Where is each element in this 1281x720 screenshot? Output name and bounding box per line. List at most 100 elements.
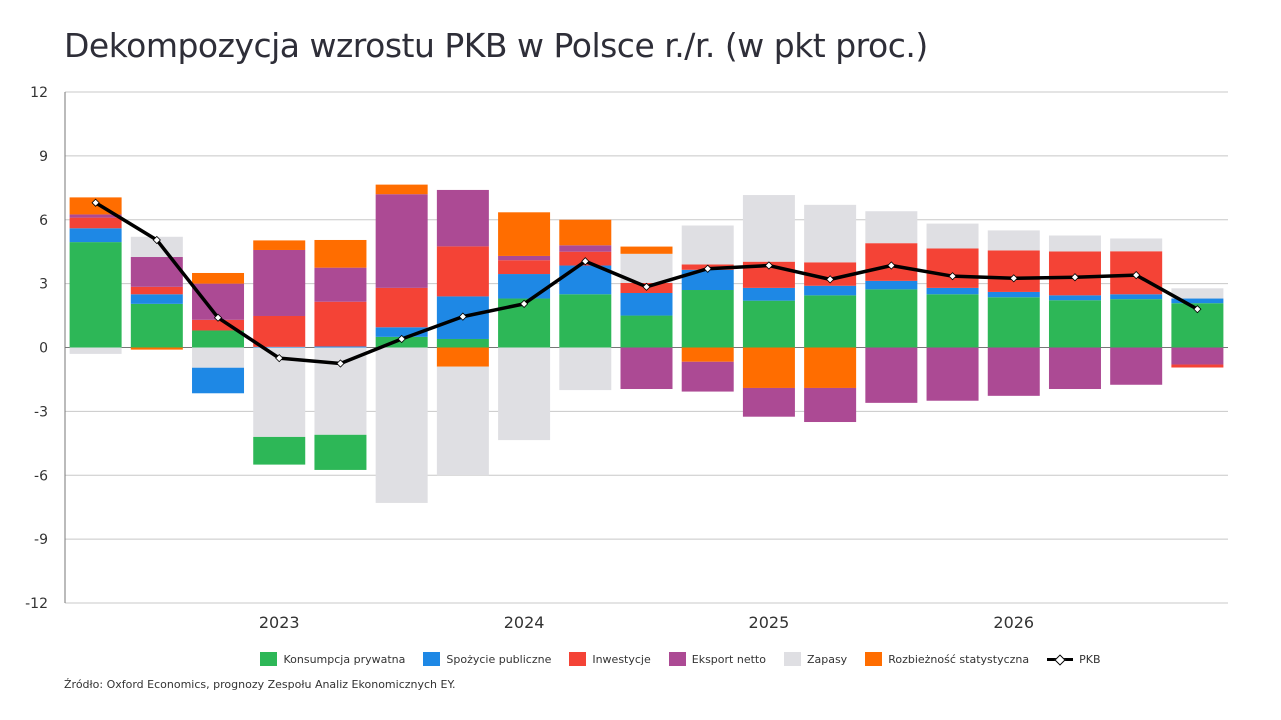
chart-title: Dekompozycja wzrostu PKB w Polsce r./r. … (64, 26, 928, 65)
bar-segment (375, 327, 428, 337)
bar-segment (926, 294, 979, 348)
bar-segment (69, 347, 122, 354)
bar-segment (1110, 347, 1163, 385)
bar-segment (375, 194, 428, 288)
pkb-point (764, 261, 774, 270)
y-tick-label: 0 (39, 341, 48, 357)
x-tick-label: 2024 (504, 613, 545, 632)
bar-segment (69, 228, 122, 243)
pkb-point (397, 334, 406, 344)
y-tick-label: -12 (25, 596, 48, 612)
bar-segment (987, 250, 1040, 292)
bar-segment (314, 239, 367, 268)
bar-segment (559, 347, 612, 391)
legend-swatch (668, 652, 686, 666)
bar-segment (865, 289, 918, 348)
bar-segment (253, 346, 306, 348)
bar-segment (1048, 235, 1101, 252)
bar-segment (314, 301, 367, 347)
legend-item: Zapasy (783, 652, 847, 666)
legend-item: Eksport netto (668, 652, 766, 666)
x-tick-label: 2026 (993, 613, 1034, 632)
bar-segment (253, 436, 306, 465)
legend-swatch (865, 652, 883, 666)
bar-segment (130, 286, 183, 295)
y-tick-label: 6 (39, 213, 48, 229)
pkb-point (1193, 305, 1202, 314)
bar-segment (253, 315, 306, 347)
legend-label: Rozbieżność statystyczna (888, 652, 1030, 666)
legend-item: Konsumpcja prywatna (260, 652, 405, 666)
y-tick-label: 9 (39, 149, 48, 165)
bar-segment (987, 297, 1040, 348)
bar-segment (1048, 300, 1101, 348)
legend-swatch (260, 652, 278, 666)
bar-segment (559, 219, 612, 246)
bar-segment (253, 347, 306, 437)
legend-swatch (569, 652, 587, 666)
legend-item: Rozbieżność statystyczna (865, 652, 1029, 666)
bar-segment (130, 236, 183, 258)
bar-segment (804, 295, 857, 348)
bar-segment (1171, 347, 1224, 365)
pkb-point (826, 275, 835, 284)
bar-segment (436, 347, 489, 367)
bar-segment (1048, 347, 1101, 390)
y-tick-label: -6 (34, 468, 48, 484)
bar-segment (987, 347, 1040, 396)
bar-segment (436, 246, 489, 297)
bar-segment (681, 347, 734, 362)
bar-segment (498, 255, 551, 261)
bar-segment (926, 347, 979, 401)
bar-segment (620, 292, 673, 316)
pkb-point (948, 272, 957, 281)
bar-segment (498, 260, 551, 275)
legend-item: Spożycie publiczne (423, 652, 551, 666)
bar-segment (987, 291, 1040, 298)
bar-segment (192, 272, 245, 284)
legend-swatch (783, 652, 801, 666)
bar-segment (498, 212, 551, 256)
pkb-point (91, 198, 100, 207)
bar-segment (620, 347, 673, 390)
pkb-point (458, 312, 467, 321)
bar-segment (681, 225, 734, 265)
bar-segment (375, 347, 428, 503)
bar-segment (1171, 298, 1224, 304)
bar-segment (1110, 299, 1163, 348)
x-tick-label: 2025 (749, 613, 790, 632)
bar-segment (436, 338, 489, 348)
bar-segment (742, 300, 795, 348)
bar-segment (130, 303, 183, 348)
pkb-point (703, 264, 712, 273)
bar-segment (926, 287, 979, 295)
pkb-point (275, 354, 284, 363)
y-tick-label: -3 (34, 404, 48, 420)
bar-segment (559, 294, 612, 348)
bar-segment (1171, 364, 1224, 368)
bar-segment (498, 347, 551, 441)
bar-segment (130, 294, 183, 304)
y-tick-label: 3 (39, 277, 48, 293)
bar-segment (314, 434, 367, 470)
legend-label: Konsumpcja prywatna (283, 652, 406, 666)
bar-segment (69, 217, 122, 229)
pkb-point (887, 261, 896, 270)
bar-segment (253, 240, 306, 250)
chart-plot: 12 9 6 3 0 -3 -6 -9 -12 2023 2024 2025 2026 (25, 85, 1228, 632)
bar-segment (620, 315, 673, 348)
pkb-point (581, 257, 590, 266)
bar-segment (681, 269, 734, 291)
bar-segment (742, 287, 795, 301)
bar-segment (192, 347, 245, 368)
bar-segment (804, 204, 857, 263)
bar-segment (987, 230, 1040, 251)
bar-segment (681, 361, 734, 392)
pkb-point (1009, 274, 1018, 283)
bar-segment (926, 223, 979, 249)
bar-segment (130, 347, 183, 350)
legend-item: Inwestycje (569, 652, 651, 666)
legend-swatch (423, 652, 441, 666)
bar-segment (742, 387, 795, 417)
legend-item: PKB (1047, 652, 1101, 666)
